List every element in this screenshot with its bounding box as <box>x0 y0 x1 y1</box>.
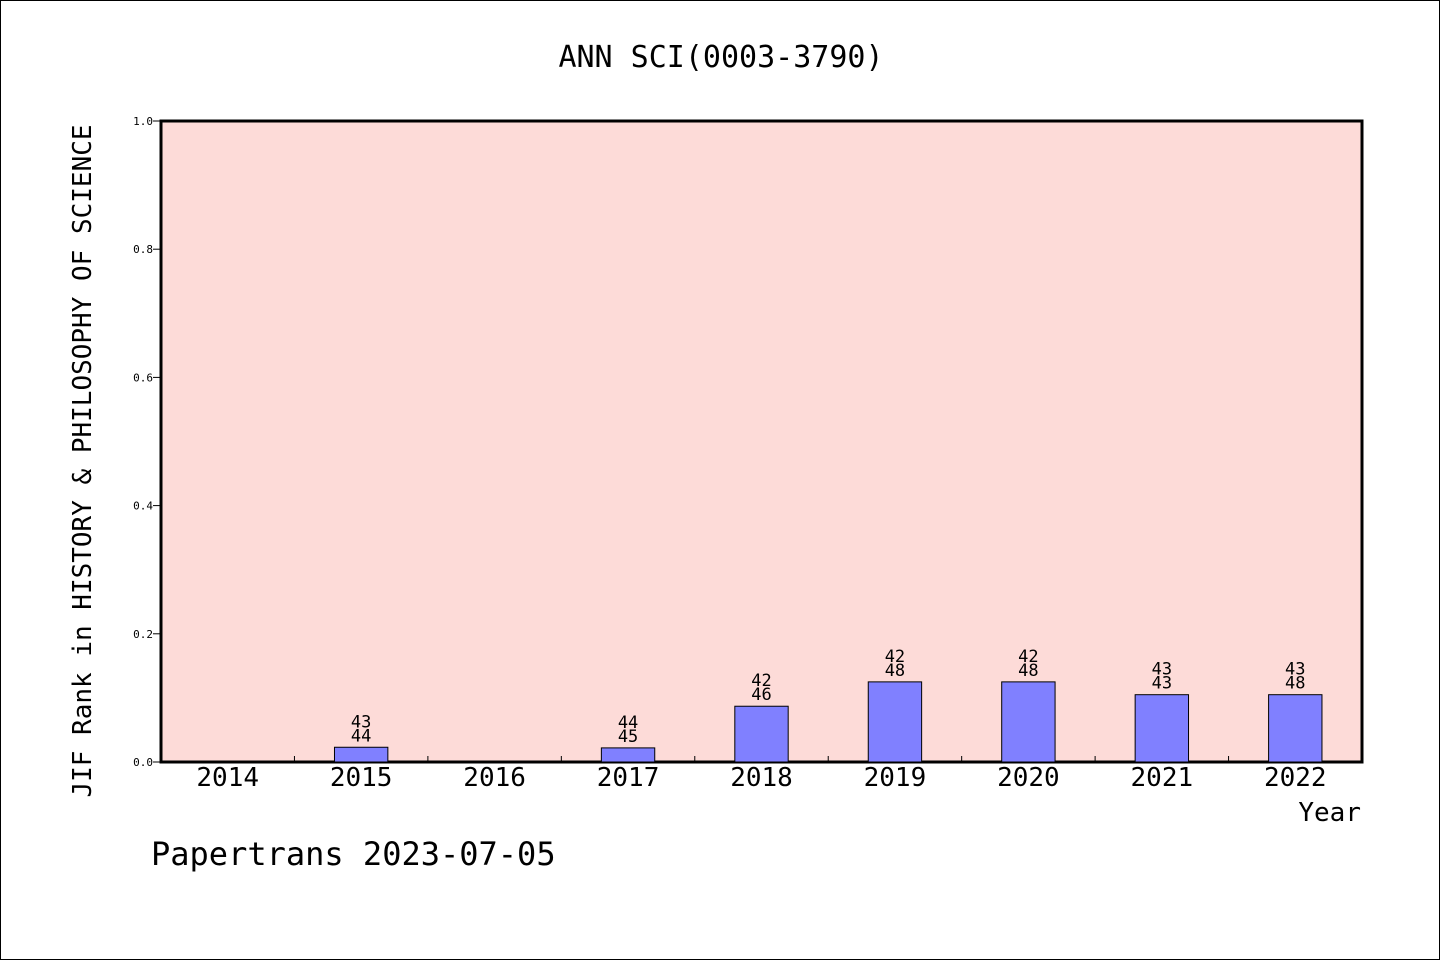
x-tick-label: 2014 <box>196 763 259 793</box>
y-axis: 0.0 0.2 0.4 0.6 0.8 1.0 <box>133 115 161 769</box>
x-tick-label: 2017 <box>597 763 660 793</box>
bar-total-label: 46 <box>751 685 771 705</box>
y-tick-label: 0.8 <box>133 243 153 256</box>
bar-rank-label: 42 <box>885 647 905 667</box>
bar-total-label: 48 <box>1018 661 1038 681</box>
chart-title: ANN SCI(0003-3790) <box>558 40 883 75</box>
bar-2017 <box>600 747 656 763</box>
x-tick-label: 2019 <box>864 763 927 793</box>
bar-2015 <box>333 746 389 763</box>
bar-total-label: 48 <box>885 661 905 681</box>
plot-area <box>159 119 1364 764</box>
bar-rank-label: 42 <box>751 671 771 691</box>
bar-total-label: 48 <box>1285 674 1305 694</box>
bars <box>333 681 1323 763</box>
bar-2022 <box>1268 694 1323 763</box>
x-tick-label: 2018 <box>730 763 793 793</box>
x-tick-label: 2020 <box>997 763 1060 793</box>
bar-2020 <box>1001 681 1056 763</box>
bar-rank-label: 43 <box>351 712 371 732</box>
bar-2019 <box>867 681 923 763</box>
bar-total-label: 43 <box>1152 674 1172 694</box>
x-axis: 2014 2015 2016 2017 2018 2019 2020 2021 2022 <box>196 756 1327 793</box>
x-tick-label: 2015 <box>330 763 393 793</box>
footer-credit: Papertrans 2023-07-05 <box>151 835 556 873</box>
bar-rank-label: 44 <box>618 713 638 733</box>
bar-rank-label: 42 <box>1018 647 1038 667</box>
bar-2021 <box>1134 694 1190 763</box>
y-tick-label: 0.0 <box>133 756 153 769</box>
y-tick-label: 0.6 <box>133 371 153 384</box>
bar-rank-label: 43 <box>1285 660 1305 680</box>
x-tick-label: 2021 <box>1131 763 1194 793</box>
bar-total-label: 45 <box>618 727 638 747</box>
x-tick-label: 2016 <box>463 763 526 793</box>
y-axis-title: JIF Rank in HISTORY & PHILOSOPHY OF SCIE… <box>68 124 98 797</box>
y-tick-label: 0.2 <box>133 628 153 641</box>
bar-total-label: 44 <box>351 726 371 746</box>
x-tick-label: 2022 <box>1264 763 1327 793</box>
y-tick-label: 0.4 <box>133 500 153 513</box>
bar-rank-label: 43 <box>1152 660 1172 680</box>
bar-2018 <box>734 705 789 763</box>
x-axis-title: Year <box>1298 798 1361 828</box>
y-tick-label: 1.0 <box>133 115 153 128</box>
